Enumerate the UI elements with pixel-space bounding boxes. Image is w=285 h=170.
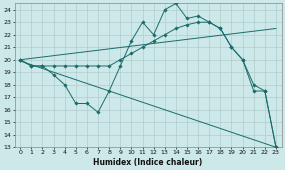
X-axis label: Humidex (Indice chaleur): Humidex (Indice chaleur) [93, 158, 203, 167]
